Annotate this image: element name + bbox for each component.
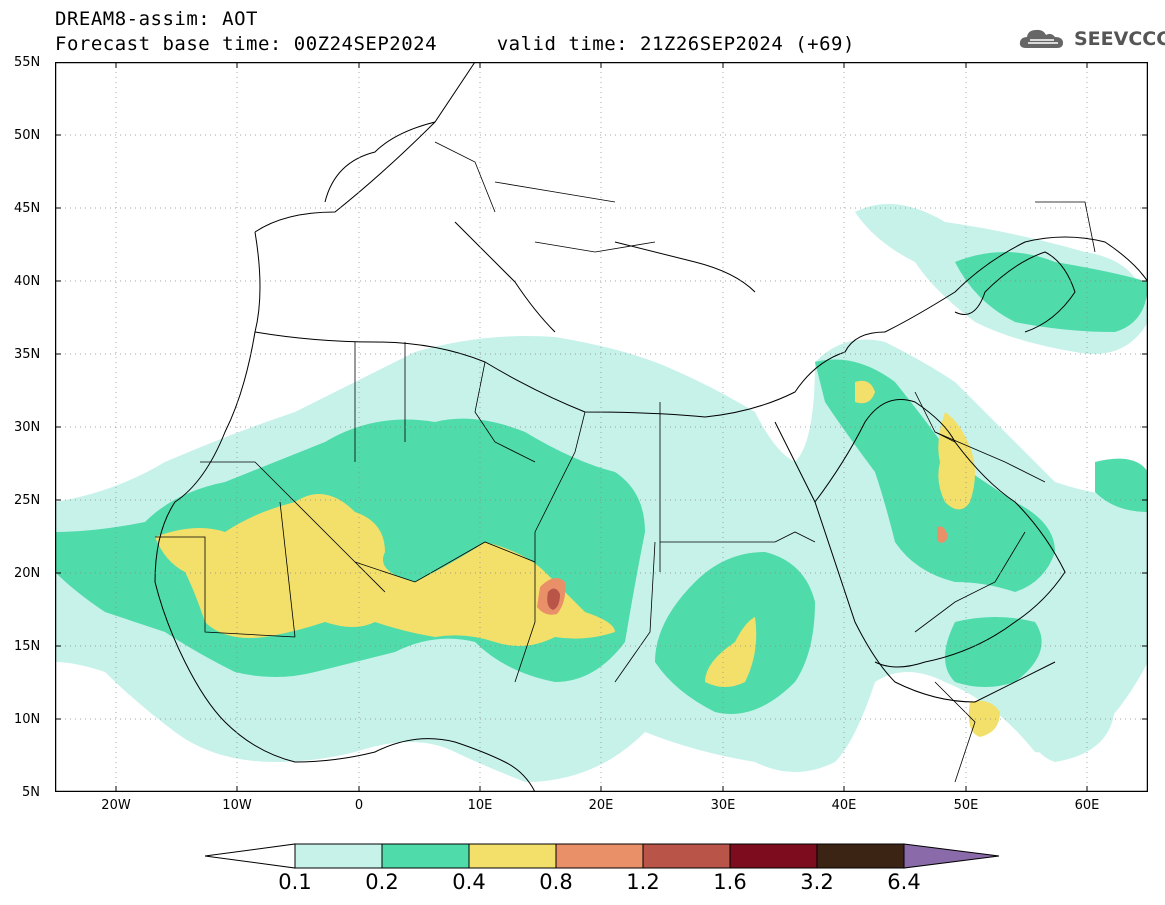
- lat-label: 25N: [14, 493, 41, 508]
- colorbar-segment: [816, 843, 905, 869]
- colorbar-segment: [555, 843, 644, 869]
- colorbar-segment: [205, 843, 296, 869]
- seevccc-logo: SEEVCCC: [1018, 26, 1165, 52]
- lon-label: 60E: [1074, 798, 1100, 813]
- cloud-icon: [1019, 29, 1063, 48]
- lon-label: 40E: [831, 798, 857, 813]
- colorbar-label: 0.4: [452, 870, 486, 894]
- colorbar-segment: [294, 843, 383, 869]
- graticule: [55, 62, 1148, 792]
- colorbar-label: 0.8: [539, 870, 573, 894]
- aot-layer-0.4: [155, 380, 1000, 737]
- lon-label: 10E: [467, 798, 493, 813]
- coastlines: [154, 62, 1148, 792]
- lon-label: 20W: [101, 798, 131, 813]
- colorbar-label: 6.4: [887, 870, 921, 894]
- lon-label: 30E: [710, 798, 736, 813]
- aot-layer-0.8: [537, 526, 948, 615]
- aot-map: [55, 62, 1148, 792]
- lon-label: 20E: [588, 798, 614, 813]
- lat-label: 15N: [14, 639, 41, 654]
- lat-label: 45N: [14, 201, 41, 216]
- colorbar-label: 0.2: [365, 870, 399, 894]
- lat-label: 5N: [22, 785, 40, 800]
- logo-text: SEEVCCC: [1074, 28, 1165, 50]
- lat-label: 20N: [14, 566, 41, 581]
- map-frame: [55, 62, 1148, 792]
- lon-label: 10W: [222, 798, 252, 813]
- colorbar: [205, 843, 1000, 869]
- lat-label: 30N: [14, 420, 41, 435]
- colorbar-segment: [729, 843, 818, 869]
- colorbar-label: 1.2: [626, 870, 660, 894]
- colorbar-segment: [903, 843, 1000, 869]
- colorbar-label: 1.6: [713, 870, 747, 894]
- lat-label: 40N: [14, 274, 41, 289]
- colorbar-segment: [468, 843, 557, 869]
- lat-label: 10N: [14, 712, 41, 727]
- colorbar-label: 0.1: [278, 870, 312, 894]
- colorbar-label: 3.2: [800, 870, 834, 894]
- lon-label: 50E: [953, 798, 979, 813]
- lat-label: 50N: [14, 128, 41, 143]
- lat-label: 35N: [14, 347, 41, 362]
- title-line-1: DREAM8-assim: AOT: [55, 8, 258, 30]
- title-line-2: Forecast base time: 00Z24SEP2024 valid t…: [55, 33, 855, 55]
- lon-label: 0: [354, 798, 364, 813]
- colorbar-segment: [381, 843, 470, 869]
- colorbar-segment: [642, 843, 731, 869]
- lat-label: 55N: [14, 55, 41, 70]
